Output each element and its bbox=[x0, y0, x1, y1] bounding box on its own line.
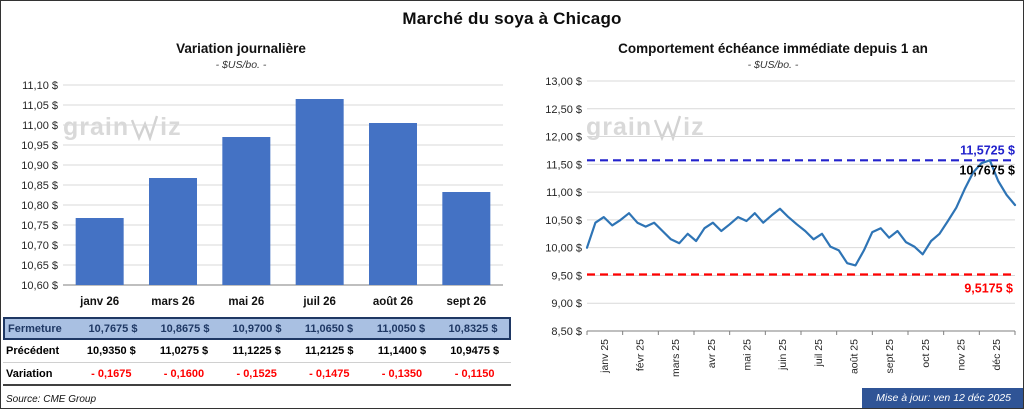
update-banner: Mise à jour: ven 12 déc 2025 bbox=[862, 388, 1023, 408]
bar bbox=[369, 123, 417, 285]
x-month-label: déc 25 bbox=[991, 339, 1003, 371]
y-tick-label: 13,00 $ bbox=[545, 76, 582, 88]
x-month-label: juil 25 bbox=[813, 339, 825, 368]
y-tick-label: 10,95 $ bbox=[21, 140, 58, 152]
x-month-label: sept 25 bbox=[884, 339, 896, 374]
table-cell: - 0,1150 bbox=[454, 367, 495, 380]
source-note: Source: CME Group bbox=[6, 394, 97, 405]
table-cell: 11,1225 $ bbox=[232, 345, 281, 357]
y-tick-label: 10,60 $ bbox=[21, 280, 58, 292]
y-tick-label: 10,70 $ bbox=[21, 240, 58, 252]
front-month-line-chart: 8,50 $ 9,00 $ 9,50 $ 10,00 $ 10,50 $ 11,00 $ 1… bbox=[545, 76, 1017, 377]
bar bbox=[295, 99, 344, 285]
table-cell: 10,9350 $ bbox=[86, 345, 136, 357]
row-label: Précédent bbox=[6, 345, 60, 357]
y-tick-label: 11,00 $ bbox=[22, 120, 58, 132]
table-cell: 11,2125 $ bbox=[305, 345, 354, 357]
x-month-label: avr 25 bbox=[706, 339, 718, 368]
table-cell: 11,0050 $ bbox=[376, 322, 426, 335]
x-month-label: nov 25 bbox=[956, 339, 968, 371]
table-row-precedent: Précédent 10,9350 $ 11,0275 $ 11,1225 $ 11,2… bbox=[3, 340, 511, 363]
x-month-label: oct 25 bbox=[920, 339, 932, 368]
x-category-label: sept 26 bbox=[447, 296, 487, 308]
table-cell: - 0,1475 bbox=[309, 367, 350, 380]
x-category-label: août 26 bbox=[373, 296, 413, 308]
row-label: Fermeture bbox=[8, 322, 62, 335]
table-cell: 10,9475 $ bbox=[450, 345, 500, 357]
x-category-label: mai 26 bbox=[228, 296, 264, 308]
table-cell: - 0,1350 bbox=[381, 367, 423, 380]
y-tick-label: 11,50 $ bbox=[546, 159, 582, 171]
y-tick-label: 10,85 $ bbox=[21, 180, 58, 192]
x-category-label: juil 26 bbox=[302, 296, 336, 308]
low-value-label: 9,5175 $ bbox=[964, 281, 1013, 295]
table-cell: 11,0650 $ bbox=[304, 322, 354, 335]
x-month-label: mars 25 bbox=[670, 339, 682, 377]
table-cell: - 0,1525 bbox=[236, 367, 277, 380]
y-tick-label: 10,65 $ bbox=[21, 260, 58, 272]
y-tick-label: 11,00 $ bbox=[546, 187, 582, 199]
bar bbox=[149, 178, 197, 285]
table-cell: - 0,1600 bbox=[163, 367, 205, 380]
x-month-label: août 25 bbox=[849, 339, 861, 374]
page-title: Marché du soya à Chicago bbox=[402, 9, 622, 28]
y-tick-label: 11,10 $ bbox=[22, 80, 58, 92]
line-chart-title: Comportement échéance immédiate depuis 1… bbox=[618, 41, 928, 56]
table-row-fermeture: Fermeture 10,7675 $ 10,8675 $ 10,9700 $ 11,0… bbox=[3, 317, 511, 340]
y-tick-label: 10,80 $ bbox=[21, 200, 58, 212]
y-tick-label: 12,50 $ bbox=[545, 104, 582, 116]
y-tick-label: 10,75 $ bbox=[21, 220, 58, 232]
y-tick-label: 9,50 $ bbox=[551, 270, 582, 282]
bar bbox=[222, 137, 271, 285]
x-month-label: mai 25 bbox=[742, 339, 754, 371]
high-value-label: 11,5725 $ bbox=[960, 143, 1015, 157]
last-value-label: 10,7675 $ bbox=[959, 163, 1015, 177]
table-cell: 10,9700 $ bbox=[232, 322, 282, 335]
x-month-label: juin 25 bbox=[777, 339, 789, 371]
y-tick-label: 12,00 $ bbox=[545, 132, 582, 144]
y-tick-label: 10,90 $ bbox=[21, 160, 58, 172]
quotes-table: Fermeture 10,7675 $ 10,8675 $ 10,9700 $ 11,0… bbox=[3, 317, 511, 386]
table-cell: - 0,1675 bbox=[91, 367, 132, 380]
x-category-label: mars 26 bbox=[151, 296, 194, 308]
x-category-label: janv 26 bbox=[79, 296, 119, 308]
price-series-line bbox=[585, 159, 1017, 267]
table-cell: 11,1400 $ bbox=[377, 345, 427, 357]
x-month-label: févr 25 bbox=[635, 339, 647, 371]
table-cell: 10,8675 $ bbox=[160, 322, 210, 335]
y-tick-label: 8,50 $ bbox=[551, 326, 582, 338]
daily-variation-bar-chart: 10,60 $ 10,65 $ 10,70 $ 10,75 $ 10,80 $ 10,85… bbox=[21, 80, 503, 308]
table-cell: 10,7675 $ bbox=[88, 322, 138, 335]
bar-chart-title: Variation journalière bbox=[176, 41, 306, 56]
bar-chart-subtitle: - $US/bo. - bbox=[215, 59, 267, 71]
line-chart-subtitle: - $US/bo. - bbox=[747, 59, 799, 71]
table-cell: 10,8325 $ bbox=[448, 322, 498, 335]
bar bbox=[442, 192, 491, 285]
y-tick-label: 9,00 $ bbox=[551, 298, 582, 310]
table-row-variation: Variation - 0,1675 - 0,1600 - 0,1525 - 0,147… bbox=[3, 363, 511, 386]
y-tick-label: 11,05 $ bbox=[22, 100, 58, 112]
table-cell: 11,0275 $ bbox=[159, 345, 209, 357]
x-month-label: janv 25 bbox=[599, 339, 611, 374]
y-tick-label: 10,00 $ bbox=[545, 243, 582, 255]
y-tick-label: 10,50 $ bbox=[545, 215, 582, 227]
bar bbox=[75, 218, 124, 285]
row-label: Variation bbox=[6, 367, 53, 380]
